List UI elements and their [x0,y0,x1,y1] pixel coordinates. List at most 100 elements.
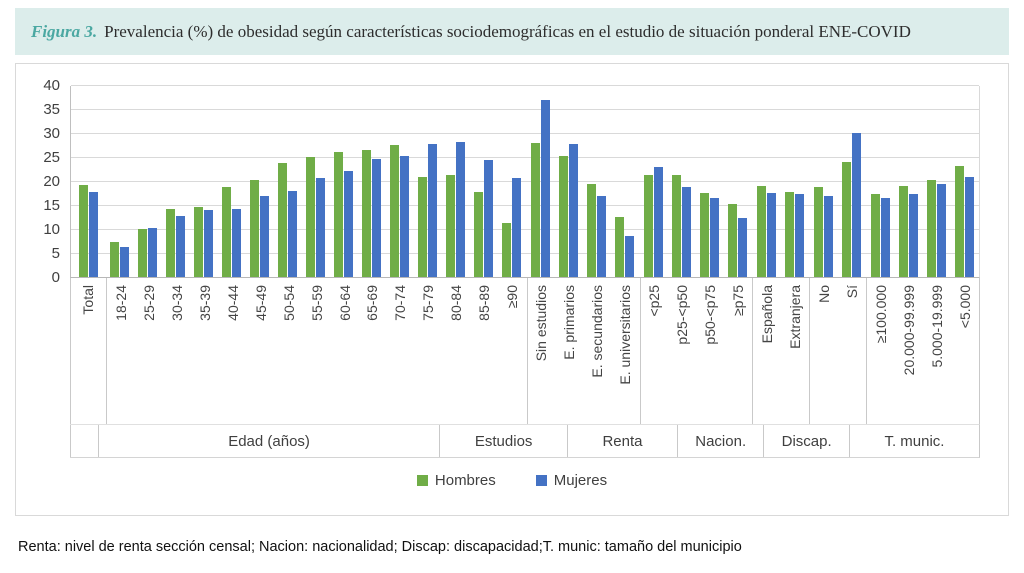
bar-pair-90 [502,178,522,277]
category-label-e-primarios: E. primarios [561,285,578,360]
bar-slot-45-49 [246,86,274,277]
bar-pair-p50-p75 [700,193,720,277]
category-cell-40-44: 40-44 [219,278,247,424]
category-label-25-29: 25-29 [140,285,157,321]
bar-slot-p25 [640,86,668,277]
bar-mujeres-45-49 [260,195,270,277]
y-tick-label: 20 [43,173,60,190]
bar-mujeres-85-89 [484,159,494,277]
bar-pair-5-000 [955,165,975,277]
group-label-text-discap: Discap. [781,432,832,450]
bar-mujeres-100-000 [881,197,891,277]
bar-slot-20-000-99-999 [895,86,923,277]
group-label-discap: Discap. [763,425,849,457]
gridline [71,109,979,110]
bar-pair-45-49 [250,180,270,277]
bar-pair-p25 [644,167,664,277]
bar-pair-60-64 [334,151,354,277]
category-cell-45-49: 45-49 [247,278,275,424]
bar-mujeres-p75 [738,218,748,277]
bar-slot-e-primarios [555,86,583,277]
bar-slot-100-000 [867,86,895,277]
bar-pair-65-69 [362,149,382,277]
category-cell-80-84: 80-84 [443,278,471,424]
bar-hombres-65-69 [362,149,372,277]
bar-hombres-e-universitarios [615,217,625,277]
bar-mujeres-no [824,196,834,277]
bar-slot-sí [838,86,866,277]
bar-mujeres-5-000-19-999 [937,184,947,277]
bar-hombres-p50-p75 [700,193,710,277]
bar-hombres-p25 [644,174,654,277]
plot-group-estudios [526,86,639,277]
bar-pair-sí [842,133,862,277]
bar-hombres-total [78,185,88,277]
bar-pair-30-34 [166,208,186,277]
bar-mujeres-e-primarios [569,143,579,277]
category-cell-35-39: 35-39 [191,278,219,424]
category-label-20-000-99-999: 20.000-99.999 [900,285,917,376]
bar-mujeres-60-64 [344,171,354,277]
category-label-total: Total [80,285,97,315]
bar-pair-18-24 [110,242,130,277]
category-cell-p25-p50: p25-<p50 [668,278,696,424]
bar-hombres-no [814,186,824,277]
category-cell-50-54: 50-54 [275,278,303,424]
bar-hombres-sin-estudios [531,142,541,277]
bar-slot-5-000 [951,86,979,277]
category-cell-20-000-99-999: 20.000-99.999 [895,278,923,424]
figure-caption: Prevalencia (%) de obesidad según caract… [104,21,911,41]
gridline [71,253,979,254]
category-cell-p25: <p25 [641,278,669,424]
bar-hombres-55-59 [306,157,316,277]
category-label-50-54: 50-54 [280,285,297,321]
bar-slot-sin-estudios [527,86,555,277]
bar-mujeres-sin-estudios [541,100,551,277]
bar-slot-extranjera [781,86,809,277]
bar-pair-e-universitarios [615,217,635,277]
category-cell-5-000-19-999: 5.000-19.999 [923,278,951,424]
bar-slot-85-89 [470,86,498,277]
category-label-100-000: ≥100.000 [872,285,889,344]
gridline [71,229,979,230]
bar-mujeres-40-44 [232,208,242,277]
category-label-55-59: 55-59 [308,285,325,321]
bar-hombres-60-64 [334,151,344,277]
group-label-edad-años: Edad (años) [97,425,440,457]
bar-pair-100-000 [871,194,891,277]
bar-hombres-30-34 [166,208,176,277]
bar-mujeres-20-000-99-999 [909,194,919,277]
y-tick-label: 25 [43,149,60,166]
gridline [71,85,979,86]
bars-row [71,86,979,277]
bar-pair-50-54 [278,163,298,277]
bar-pair-55-59 [306,157,326,277]
plot-group-total [71,86,105,277]
category-label-extranjera: Extranjera [786,285,803,349]
plot-group-edad-años [105,86,526,277]
category-label-p25: <p25 [646,285,663,317]
group-label-text-edad-años: Edad (años) [228,432,310,450]
bar-pair-5-000-19-999 [927,179,947,277]
category-label-española: Española [758,285,775,344]
group-label-estudios: Estudios [439,425,567,457]
bar-mujeres-65-69 [372,158,382,277]
bar-mujeres-80-84 [456,141,466,277]
bar-hombres-5-000 [955,165,965,277]
bar-hombres-e-primarios [559,155,569,277]
category-cell-española: Española [753,278,781,424]
bar-hombres-p25-p50 [672,175,682,277]
category-group-estudios: Sin estudios E. primarios E. secundarios E.… [526,278,640,424]
bar-slot-5-000-19-999 [923,86,951,277]
category-label-85-89: 85-89 [476,285,493,321]
y-tick-label: 40 [43,77,60,94]
category-label-p25-p50: p25-<p50 [674,285,691,345]
bar-slot-p75 [724,86,752,277]
bar-hombres-40-44 [222,187,232,277]
bar-mujeres-55-59 [316,178,326,277]
bar-mujeres-50-54 [288,191,298,277]
category-row: Total 18-24 25-29 30-34 35-39 40-44 45-49 50-54… [70,278,980,424]
bar-mujeres-75-79 [428,143,438,277]
chart-panel: 0 5 10 15 20 25 30 35 40 Total 18-24 25-29 30-34 35-… [15,63,1009,516]
bar-hombres-35-39 [194,207,204,277]
